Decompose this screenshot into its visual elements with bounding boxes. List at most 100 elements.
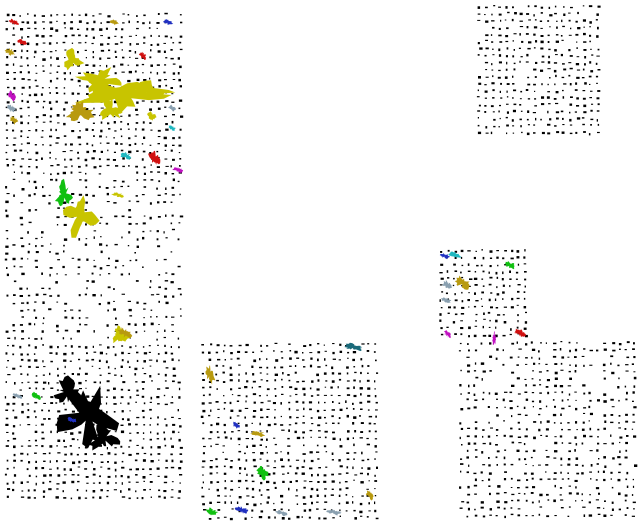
dot-mark [63,359,67,362]
dot-mark [157,373,160,375]
dot-mark [332,437,336,440]
dot-mark [91,72,95,74]
dot-mark [631,428,634,430]
dot-mark [510,257,514,260]
dot-mark [86,352,88,355]
dot-mark [527,5,530,8]
dot-mark [156,316,158,318]
dot-mark [275,359,279,362]
dot-mark [524,414,528,416]
dot-mark [633,385,636,388]
dot-mark [42,194,46,197]
dot-mark [461,285,463,287]
dot-mark [555,111,560,114]
dot-mark [556,117,559,120]
dot-mark [288,401,291,404]
dot-mark [122,56,125,59]
dot-mark [63,22,66,25]
dot-mark [467,427,471,429]
dot-mark [561,19,563,23]
dot-mark [156,259,158,261]
dot-mark [42,301,45,304]
dot-mark [581,472,584,475]
dot-mark [112,159,116,161]
dot-mark [27,359,31,362]
dot-mark [478,76,481,79]
dot-mark [170,437,172,440]
dot-mark [84,158,88,162]
dot-mark [78,143,82,146]
dot-mark [115,259,119,262]
dot-mark [266,394,268,397]
dot-mark [63,14,66,16]
dot-mark [485,69,488,71]
dot-mark [171,489,174,491]
dot-mark [311,380,314,383]
dot-mark [172,178,175,182]
dot-mark [163,42,166,44]
dot-mark [84,453,87,456]
dot-mark [289,480,292,483]
dot-mark [473,406,477,409]
dot-mark [141,128,145,131]
dot-mark [454,299,458,302]
dot-mark [84,293,87,296]
dot-mark [120,143,123,145]
dot-mark [149,202,152,205]
dot-mark [482,370,486,373]
dot-mark [50,387,54,389]
dot-mark [281,386,284,388]
dot-mark [624,349,627,351]
dot-mark [20,143,23,145]
dot-mark [165,187,167,190]
dot-mark [178,396,181,399]
dot-mark [164,149,167,151]
dot-mark [91,461,93,464]
dot-mark [467,485,470,489]
dot-mark [49,474,52,477]
dot-mark [489,514,492,516]
dot-mark [28,243,31,245]
dot-mark [164,115,167,118]
green-blob [256,465,269,481]
dot-mark [481,451,484,454]
dot-mark [466,398,469,401]
dot-mark [287,451,290,455]
dot-mark [567,515,570,517]
dot-mark [70,78,74,81]
dot-mark [57,65,60,67]
dot-mark [506,83,510,85]
dot-mark [302,415,305,417]
dot-mark [253,465,257,468]
dot-mark [71,410,75,413]
dot-mark [135,481,139,483]
dot-mark [489,319,491,322]
dot-mark [63,244,65,247]
dot-mark [474,362,477,365]
dot-mark [461,264,464,267]
dot-mark [273,467,277,469]
dot-mark [27,309,30,311]
dot-mark [510,477,513,480]
dot-mark [91,157,95,160]
dot-mark [156,423,159,426]
dot-mark [553,342,557,345]
dot-mark [158,35,160,37]
dot-mark [179,482,181,484]
dot-mark [164,351,168,355]
dot-mark [128,114,131,117]
dot-mark [514,12,517,15]
dot-mark [345,501,349,504]
dot-mark [106,164,110,167]
dot-mark [28,474,31,477]
dot-mark [632,421,636,423]
dot-mark [504,76,508,79]
dot-mark [149,481,153,483]
dot-mark [56,224,59,226]
dot-mark [78,14,81,16]
dot-mark [503,478,507,481]
dot-mark [120,149,124,152]
dot-mark [588,133,591,136]
dot-mark [179,158,182,160]
dot-mark [27,409,30,412]
